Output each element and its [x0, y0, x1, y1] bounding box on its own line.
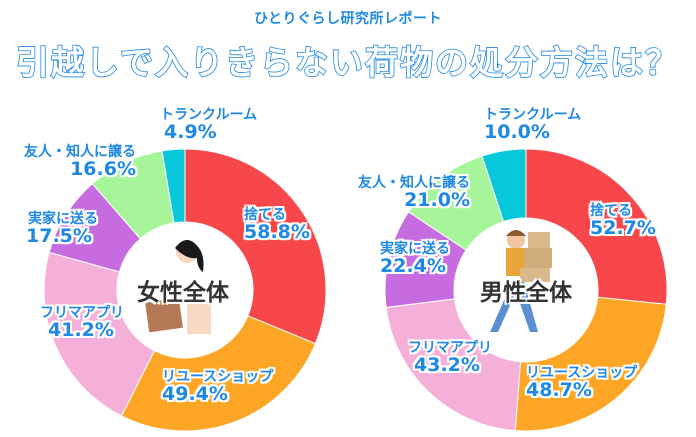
- label-flea-app: フリマアプリ 41.2%: [40, 305, 124, 341]
- label-trunk-room: トランクルーム 10.0%: [484, 107, 582, 143]
- label-send-home: 実家に送る 22.4%: [380, 241, 450, 277]
- woman-carrying-box-illustration-icon: [145, 240, 211, 334]
- report-subtitle: ひとりぐらし研究所レポート: [253, 11, 443, 27]
- label-throw-away: 捨てる 58.8%: [244, 207, 310, 243]
- label-send-home: 実家に送る 17.5%: [26, 211, 98, 247]
- label-reuse-shop: リユースショップ 48.7%: [526, 365, 638, 401]
- center-label-male: 男性全体: [480, 280, 572, 306]
- donut-chart-male: 男性全体 トランクルーム 10.0% 友人・知人に譲る 21.0% 実家に送る …: [348, 100, 696, 437]
- page-title: 引越しで入りきらない荷物の処分方法は？: [15, 42, 680, 83]
- label-give-friends: 友人・知人に譲る 16.6%: [24, 144, 136, 180]
- donut-chart-female: 女性全体 トランクルーム 4.9% 友人・知人に譲る 16.6% 実家に送る 1…: [0, 100, 348, 437]
- label-throw-away: 捨てる 52.7%: [590, 203, 656, 239]
- donut-svg-male: [384, 148, 668, 432]
- label-flea-app: フリマアプリ 43.2%: [408, 340, 492, 376]
- donut-segment: [184, 148, 327, 345]
- label-reuse-shop: リユースショップ 49.4%: [162, 369, 274, 405]
- man-carrying-boxes-illustration-icon: [490, 230, 552, 332]
- center-label-female: 女性全体: [137, 280, 229, 306]
- label-trunk-room: トランクルーム 4.9%: [160, 107, 258, 143]
- label-give-friends: 友人・知人に譲る 21.0%: [358, 175, 470, 211]
- donut-svg-female: [43, 148, 327, 432]
